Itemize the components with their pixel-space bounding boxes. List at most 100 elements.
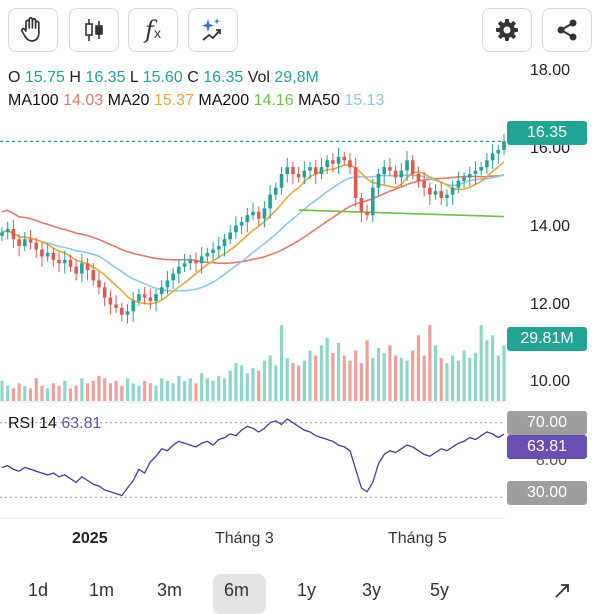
candle-body — [268, 194, 272, 209]
volume-bar — [171, 383, 175, 401]
candle-body — [251, 211, 255, 216]
volume-bar — [51, 383, 55, 401]
volume-bar — [91, 380, 95, 401]
candle-body — [348, 160, 352, 168]
volume-bar — [473, 352, 478, 401]
volume-bar — [200, 373, 204, 401]
price-chart[interactable] — [0, 60, 600, 580]
volume-bar — [274, 365, 278, 401]
volume-bar — [34, 378, 38, 401]
settings-icon — [494, 17, 520, 43]
candle-body — [85, 263, 90, 271]
price-tick-10: 10.00 — [530, 373, 571, 390]
candle-body — [479, 167, 483, 171]
close-value: 16.35 — [203, 69, 244, 86]
candle-body — [108, 297, 113, 305]
candle-body — [308, 167, 312, 171]
volume-bar — [131, 383, 135, 401]
price-tick-14: 14.00 — [530, 218, 571, 235]
candle-body — [205, 252, 210, 257]
candle-body — [216, 246, 221, 250]
volume-bar — [0, 380, 4, 401]
candle-body — [393, 170, 398, 178]
low-value: 15.60 — [142, 69, 183, 86]
candle-body — [177, 266, 181, 274]
ma50-label: MA50 — [298, 92, 340, 109]
volume-bar — [120, 385, 124, 401]
expand-chart-button[interactable] — [553, 582, 571, 605]
candle-body — [222, 239, 227, 247]
candle-body — [199, 256, 204, 264]
hand-tool-button[interactable] — [8, 8, 58, 52]
period-1m[interactable]: 1m — [89, 580, 115, 600]
candle-body — [456, 180, 461, 188]
candle-body — [325, 160, 329, 168]
candle-body — [485, 160, 489, 168]
volume-bar — [28, 388, 33, 401]
volume-bar — [382, 352, 386, 401]
volume-bar — [205, 378, 209, 401]
volume-bar — [188, 378, 192, 401]
candle-body — [285, 167, 290, 174]
period-3y[interactable]: 3y — [362, 580, 382, 600]
ai-insights-button[interactable] — [188, 8, 238, 52]
volume-bar — [125, 378, 130, 401]
candle-body — [23, 239, 27, 247]
candle-body — [165, 280, 170, 288]
candle-body — [462, 177, 466, 181]
candle-body — [5, 228, 10, 233]
volume-bar — [297, 365, 301, 401]
volume-bar — [177, 375, 181, 401]
volume-bar — [85, 383, 90, 401]
volume-bar — [405, 360, 409, 401]
period-6m[interactable]: 6m — [224, 580, 250, 600]
volume-bar — [160, 378, 164, 401]
candle-body — [302, 170, 307, 178]
share-icon — [554, 17, 580, 43]
candle-body — [422, 180, 426, 188]
volume-bar — [439, 358, 443, 401]
candle-body — [28, 239, 33, 243]
chart-type-button[interactable] — [69, 8, 119, 52]
candle-body — [11, 228, 16, 240]
volume-bar — [245, 373, 249, 401]
candle-body — [313, 167, 318, 174]
settings-button[interactable] — [482, 8, 532, 52]
ma20-value: 15.37 — [153, 92, 194, 109]
function-icon: fx — [145, 16, 161, 44]
volume-bar — [114, 380, 118, 401]
price-tick-12: 12.00 — [530, 296, 571, 313]
candle-body — [296, 174, 301, 178]
period-3m[interactable]: 3m — [157, 580, 183, 600]
volume-bar — [46, 388, 50, 401]
ma100-label: MA100 — [8, 92, 59, 109]
period-5y[interactable]: 5y — [430, 580, 450, 600]
volume-bar — [479, 325, 483, 401]
candle-body — [496, 149, 501, 154]
candle-body — [279, 174, 284, 188]
period-1d[interactable]: 1d — [28, 580, 49, 600]
volume-bar — [365, 340, 369, 401]
volume-bar — [6, 385, 10, 401]
volume-bar — [257, 370, 261, 401]
rsi-lower-band-tag: 30.00 — [507, 481, 587, 505]
indicators-button[interactable]: fx — [128, 8, 178, 52]
volume-bar — [279, 325, 284, 401]
share-button[interactable] — [542, 8, 592, 52]
x-label-thang-3: Tháng 3 — [215, 530, 274, 547]
candle-body — [34, 242, 39, 250]
candle-body — [142, 294, 147, 298]
volume-bar — [422, 355, 426, 401]
candle-body — [131, 301, 136, 312]
candle-body — [125, 311, 130, 315]
volume-bar — [57, 385, 61, 401]
candle-body — [74, 266, 78, 274]
candle-body — [91, 270, 96, 281]
ohlc-readout: O 15.75 H 16.35 L 15.60 C 16.35 Vol 29,8… — [8, 69, 319, 87]
candle-body — [17, 239, 21, 247]
volume-bar — [416, 335, 421, 401]
candle-body — [159, 287, 164, 295]
period-1y[interactable]: 1y — [297, 580, 317, 600]
candle-body — [97, 280, 101, 288]
high-value: 16.35 — [85, 69, 126, 86]
